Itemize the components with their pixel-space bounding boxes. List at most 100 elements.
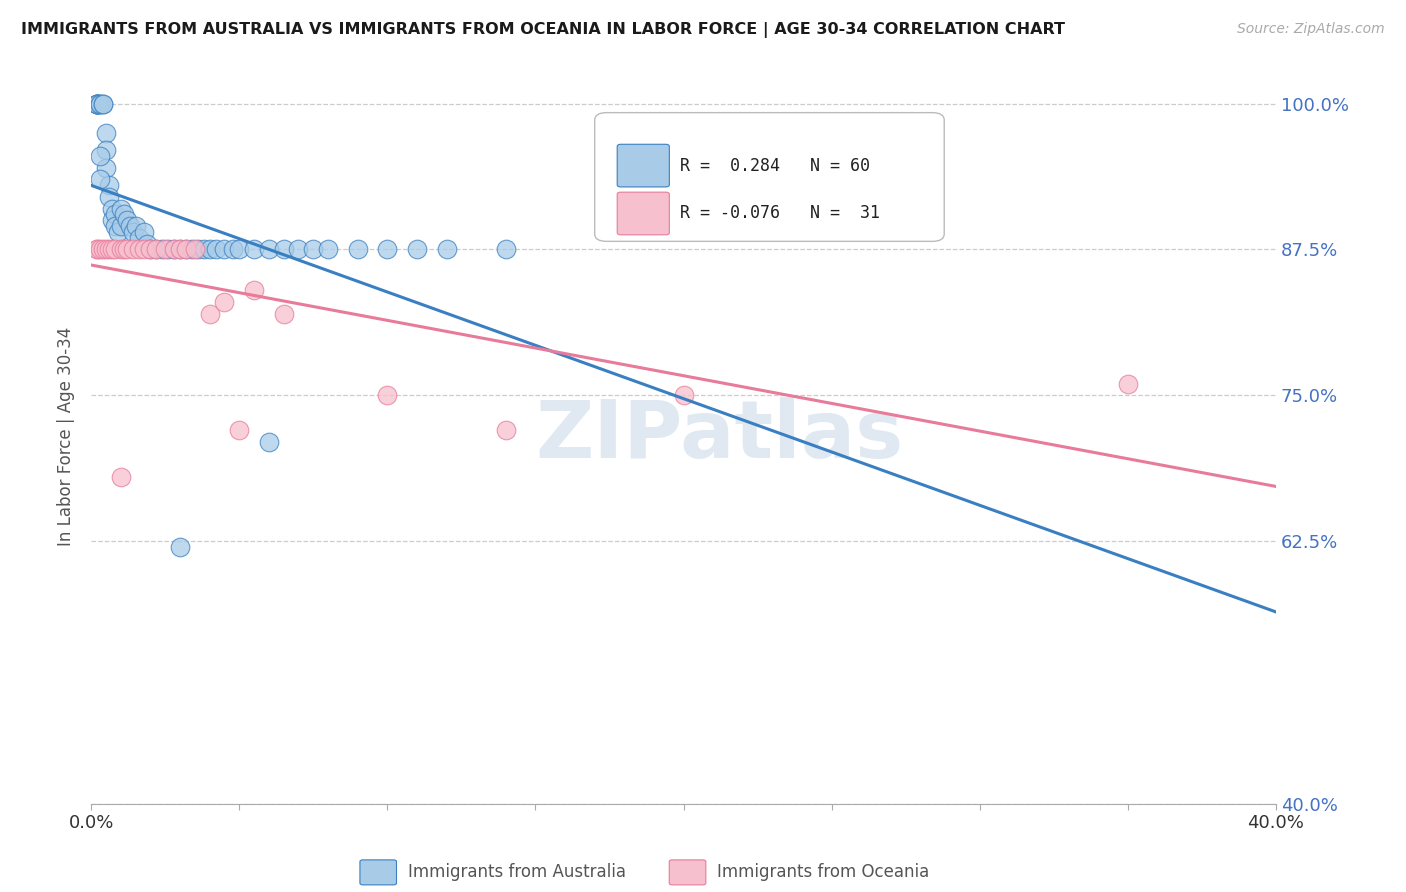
Point: [89, 243, 111, 257]
Point: [97, 190, 120, 204]
Point: [101, 202, 124, 216]
Point: [169, 243, 191, 257]
FancyBboxPatch shape: [617, 145, 669, 187]
Point: [86, 243, 108, 257]
Point: [86, 96, 108, 111]
Point: [257, 243, 280, 257]
Point: [86, 243, 108, 257]
Point: [128, 231, 150, 245]
Point: [495, 243, 517, 257]
Point: [101, 213, 124, 227]
Point: [91, 243, 114, 257]
Point: [110, 202, 132, 216]
Point: [128, 243, 150, 257]
Point: [110, 219, 132, 233]
Point: [139, 243, 162, 257]
Point: [86, 96, 108, 111]
Text: ZIPatlas: ZIPatlas: [534, 397, 903, 475]
Text: Immigrants from Australia: Immigrants from Australia: [408, 863, 626, 881]
Point: [86, 96, 108, 111]
Point: [91, 96, 114, 111]
Point: [377, 388, 399, 402]
Point: [302, 243, 325, 257]
Point: [89, 96, 111, 111]
Point: [150, 243, 173, 257]
Point: [273, 307, 295, 321]
Text: R =  0.284   N = 60: R = 0.284 N = 60: [681, 157, 870, 175]
Point: [115, 213, 138, 227]
Point: [145, 243, 167, 257]
Point: [94, 143, 117, 157]
Text: Source: ZipAtlas.com: Source: ZipAtlas.com: [1237, 22, 1385, 37]
Point: [86, 96, 108, 111]
Point: [89, 172, 111, 186]
Point: [187, 243, 209, 257]
Point: [163, 243, 186, 257]
Point: [157, 243, 180, 257]
Point: [121, 225, 143, 239]
Text: IMMIGRANTS FROM AUSTRALIA VS IMMIGRANTS FROM OCEANIA IN LABOR FORCE | AGE 30-34 : IMMIGRANTS FROM AUSTRALIA VS IMMIGRANTS …: [21, 22, 1066, 38]
FancyBboxPatch shape: [595, 112, 945, 242]
Point: [243, 283, 266, 297]
Point: [204, 243, 226, 257]
Point: [94, 243, 117, 257]
Point: [163, 243, 186, 257]
Point: [174, 243, 197, 257]
Point: [104, 207, 127, 221]
Point: [112, 207, 135, 221]
Y-axis label: In Labor Force | Age 30-34: In Labor Force | Age 30-34: [58, 326, 75, 546]
Point: [107, 225, 129, 239]
Point: [94, 161, 117, 175]
Point: [121, 243, 143, 257]
Point: [672, 388, 695, 402]
Point: [110, 243, 132, 257]
Point: [222, 243, 245, 257]
Point: [495, 424, 517, 438]
Point: [134, 243, 156, 257]
Point: [91, 96, 114, 111]
Point: [406, 243, 429, 257]
Point: [1116, 376, 1139, 391]
Text: Immigrants from Oceania: Immigrants from Oceania: [717, 863, 929, 881]
Point: [193, 243, 215, 257]
Point: [174, 243, 197, 257]
Point: [287, 243, 309, 257]
FancyBboxPatch shape: [617, 192, 669, 235]
Point: [89, 96, 111, 111]
Point: [145, 243, 167, 257]
Point: [139, 243, 162, 257]
Point: [153, 243, 176, 257]
Point: [377, 243, 399, 257]
Point: [198, 243, 221, 257]
Point: [436, 243, 458, 257]
Point: [86, 96, 108, 111]
Text: R = -0.076   N =  31: R = -0.076 N = 31: [681, 204, 880, 222]
Point: [118, 219, 141, 233]
Point: [169, 540, 191, 554]
Point: [86, 96, 108, 111]
Point: [346, 243, 368, 257]
Point: [101, 243, 124, 257]
Point: [184, 243, 207, 257]
Point: [169, 243, 191, 257]
Point: [134, 225, 156, 239]
Point: [257, 435, 280, 450]
Point: [214, 243, 236, 257]
Point: [110, 470, 132, 484]
Point: [214, 295, 236, 310]
Point: [228, 243, 250, 257]
Point: [198, 307, 221, 321]
Point: [136, 236, 159, 251]
Point: [243, 243, 266, 257]
Point: [115, 243, 138, 257]
Point: [273, 243, 295, 257]
Point: [97, 178, 120, 193]
Point: [89, 149, 111, 163]
Point: [97, 243, 120, 257]
Point: [94, 126, 117, 140]
Point: [112, 243, 135, 257]
Point: [316, 243, 339, 257]
Point: [180, 243, 202, 257]
Point: [124, 219, 146, 233]
Point: [104, 243, 127, 257]
